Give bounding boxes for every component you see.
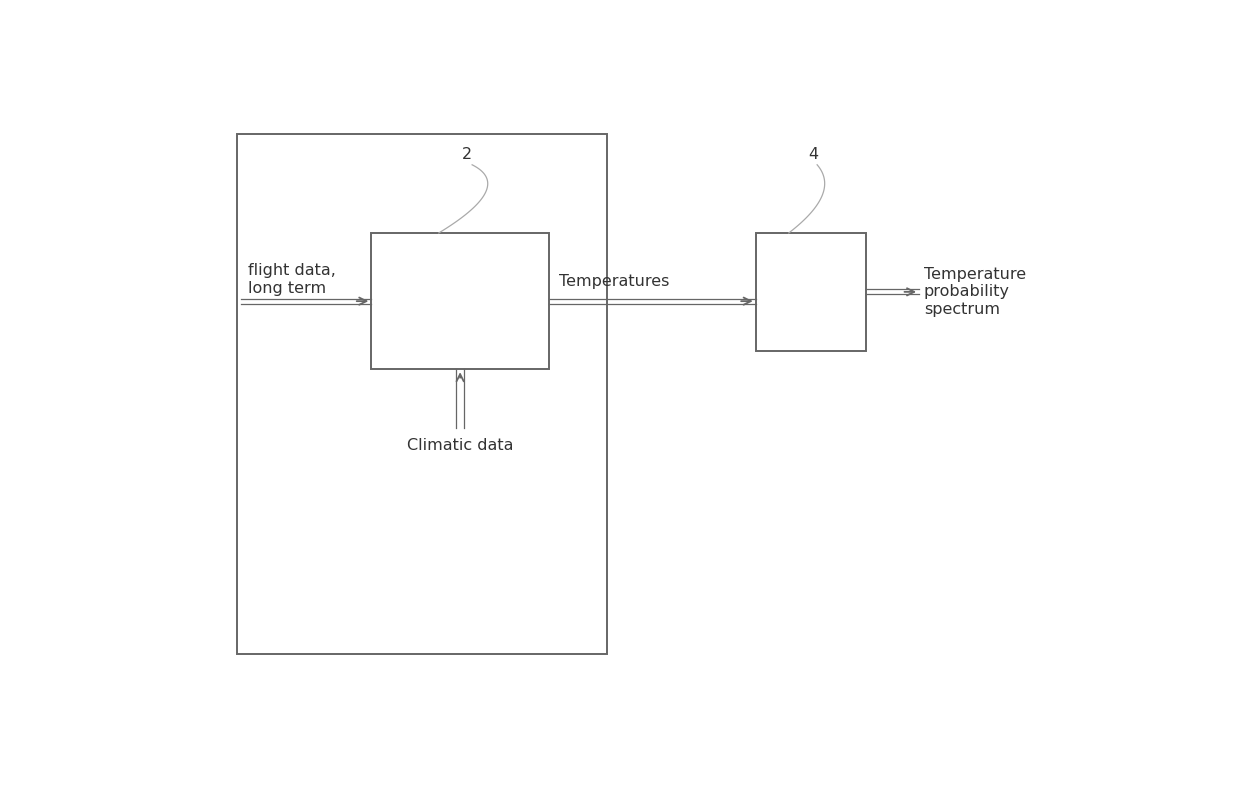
Text: 2: 2 [463,147,472,162]
Bar [371,233,549,369]
Bar [755,233,866,351]
Text: Temperatures: Temperatures [559,274,670,289]
Text: flight data,
long term: flight data, long term [248,263,336,295]
Text: Temperature
probability
spectrum: Temperature probability spectrum [924,267,1025,316]
Text: 4: 4 [808,147,818,162]
Text: Climatic data: Climatic data [407,437,513,452]
Bar [237,134,606,654]
